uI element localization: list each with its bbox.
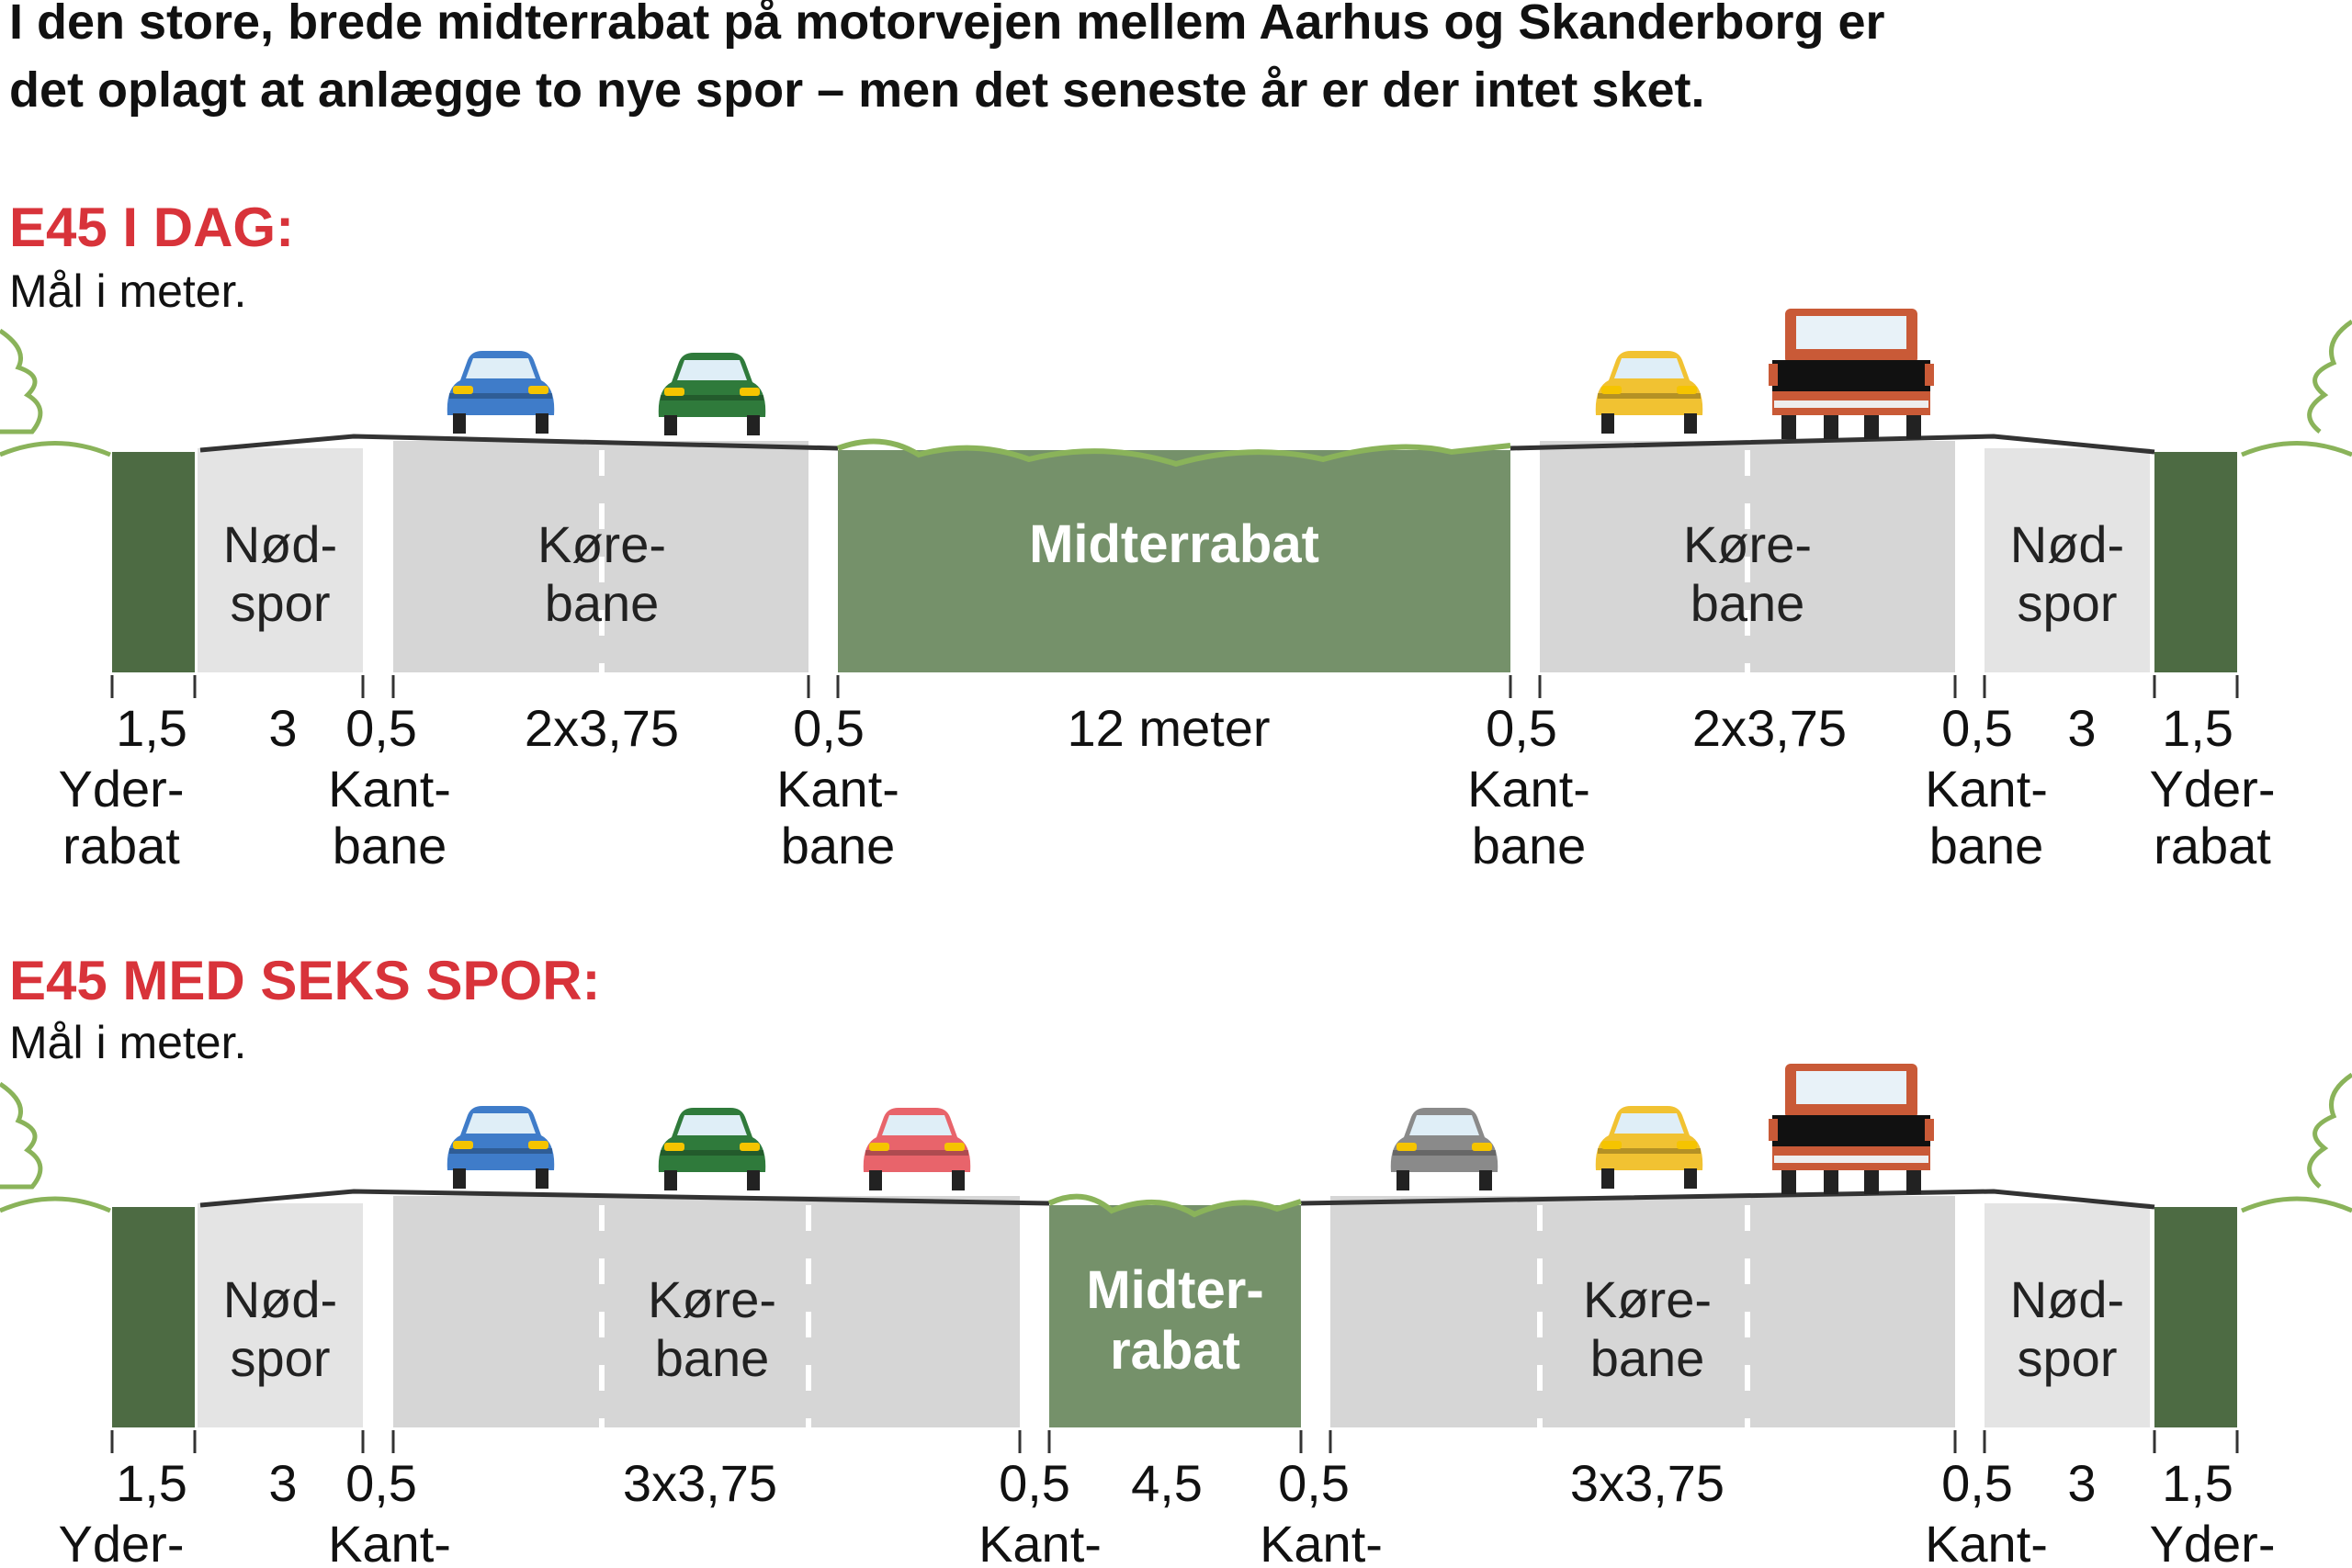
dim-8: 2x3,75 — [1692, 699, 1847, 757]
label-nod-left-2: spor — [231, 1329, 331, 1387]
intro-line-1: I den store, brede midterrabat på motorv… — [9, 0, 1885, 50]
korebane-right — [1330, 1196, 1955, 1427]
dim-5: 0,5 — [999, 1454, 1070, 1512]
dim-9: 0,5 — [1941, 699, 2013, 757]
dim-3: 0,5 — [345, 1454, 417, 1512]
bush-right — [2307, 319, 2352, 434]
car-green — [658, 353, 766, 435]
dim-10: 3 — [2067, 699, 2096, 757]
nodspor-left — [198, 1203, 363, 1427]
car-yellow — [1595, 1106, 1703, 1189]
dim-7: 0,5 — [1278, 1454, 1350, 1512]
yderrabat-left — [112, 452, 195, 672]
label-nod-right-2: spor — [2018, 574, 2118, 632]
label-nod-right-1: Nød- — [2010, 515, 2124, 573]
section-today: E45 I DAG: Mål i meter. Nød- spor Køre — [0, 197, 2352, 874]
name-yder-left-1: Yder- — [59, 1515, 185, 1568]
dim-2: 3 — [268, 699, 297, 757]
nodspor-right — [1984, 448, 2150, 672]
dim-4: 2x3,75 — [525, 699, 679, 757]
dim-11: 1,5 — [2162, 699, 2233, 757]
yderrabat-right — [2154, 1207, 2237, 1427]
name-kant-3a: Kant- — [1467, 760, 1590, 818]
dim-10: 3 — [2067, 1454, 2096, 1512]
label-nod-right-2: spor — [2018, 1329, 2118, 1387]
label-nod-left-2: spor — [231, 574, 331, 632]
label-nod-left-1: Nød- — [223, 515, 337, 573]
section-six-lanes: E45 MED SEKS SPOR: Mål i meter. Nød- spo… — [0, 950, 2352, 1568]
label-median-2: rabat — [1110, 1321, 1240, 1381]
dim-8: 3x3,75 — [1570, 1454, 1724, 1512]
name-kant-3a: Kant- — [1260, 1515, 1383, 1568]
dim-7: 0,5 — [1486, 699, 1557, 757]
yderrabat-left — [112, 1207, 195, 1427]
car-gray — [1390, 1108, 1498, 1190]
label-kore-left-2: bane — [655, 1329, 770, 1387]
korebane-left — [393, 1196, 1020, 1427]
dim-2: 3 — [268, 1454, 297, 1512]
section-title: E45 I DAG: — [9, 197, 294, 258]
label-nod-right-1: Nød- — [2010, 1270, 2124, 1328]
midterrabat — [1049, 1205, 1301, 1427]
dim-4: 3x3,75 — [623, 1454, 777, 1512]
label-kore-right-2: bane — [1590, 1329, 1705, 1387]
section-title: E45 MED SEKS SPOR: — [9, 950, 601, 1011]
label-kore-right-1: Køre- — [1683, 515, 1812, 573]
name-kant-2b: bane — [781, 817, 896, 874]
car-pink — [863, 1108, 971, 1190]
bush-right — [2307, 1072, 2352, 1189]
label-kore-right-2: bane — [1690, 574, 1805, 632]
dim-5: 0,5 — [793, 699, 865, 757]
label-kore-left-1: Køre- — [648, 1270, 776, 1328]
name-kant-4b: bane — [1929, 817, 2044, 874]
bush-left — [0, 1081, 43, 1190]
label-nod-left-1: Nød- — [223, 1270, 337, 1328]
name-yder-right-1: Yder- — [2150, 760, 2276, 818]
name-kant-4a: Kant- — [1925, 760, 2048, 818]
name-kant-1b: bane — [333, 817, 447, 874]
name-kant-1a: Kant- — [328, 760, 451, 818]
name-yder-right-2: rabat — [2154, 817, 2271, 874]
truck-red — [1769, 1064, 1934, 1194]
dim-1: 1,5 — [116, 1454, 187, 1512]
car-blue — [447, 351, 555, 434]
section-subtitle: Mål i meter. — [9, 1017, 246, 1068]
label-kore-right-1: Køre- — [1583, 1270, 1712, 1328]
dim-11: 1,5 — [2162, 1454, 2233, 1512]
dim-6: 4,5 — [1131, 1454, 1203, 1512]
dim-1: 1,5 — [116, 699, 187, 757]
name-kant-2a: Kant- — [978, 1515, 1102, 1568]
label-median-1: Midter- — [1086, 1260, 1263, 1320]
truck-red — [1769, 309, 1934, 439]
nodspor-left — [198, 448, 363, 672]
name-kant-1a: Kant- — [328, 1515, 451, 1568]
midterrabat — [838, 450, 1510, 672]
name-kant-2a: Kant- — [776, 760, 899, 818]
label-median: Midterrabat — [1029, 514, 1319, 574]
dim-9: 0,5 — [1941, 1454, 2013, 1512]
bush-left — [0, 328, 43, 434]
intro-line-2: det oplagt at anlægge to nye spor – men … — [9, 62, 1705, 118]
car-green — [658, 1108, 766, 1190]
car-blue — [447, 1106, 555, 1189]
label-kore-left-2: bane — [545, 574, 660, 632]
dim-3: 0,5 — [345, 699, 417, 757]
nodspor-right — [1984, 1203, 2150, 1427]
name-yder-left-1: Yder- — [59, 760, 185, 818]
name-kant-4a: Kant- — [1925, 1515, 2048, 1568]
name-kant-3b: bane — [1472, 817, 1587, 874]
name-yder-right-1: Yder- — [2150, 1515, 2276, 1568]
car-yellow — [1595, 351, 1703, 434]
section-subtitle: Mål i meter. — [9, 265, 246, 317]
label-kore-left-1: Køre- — [537, 515, 666, 573]
name-yder-left-2: rabat — [62, 817, 180, 874]
dim-6: 12 meter — [1068, 699, 1271, 757]
yderrabat-right — [2154, 452, 2237, 672]
